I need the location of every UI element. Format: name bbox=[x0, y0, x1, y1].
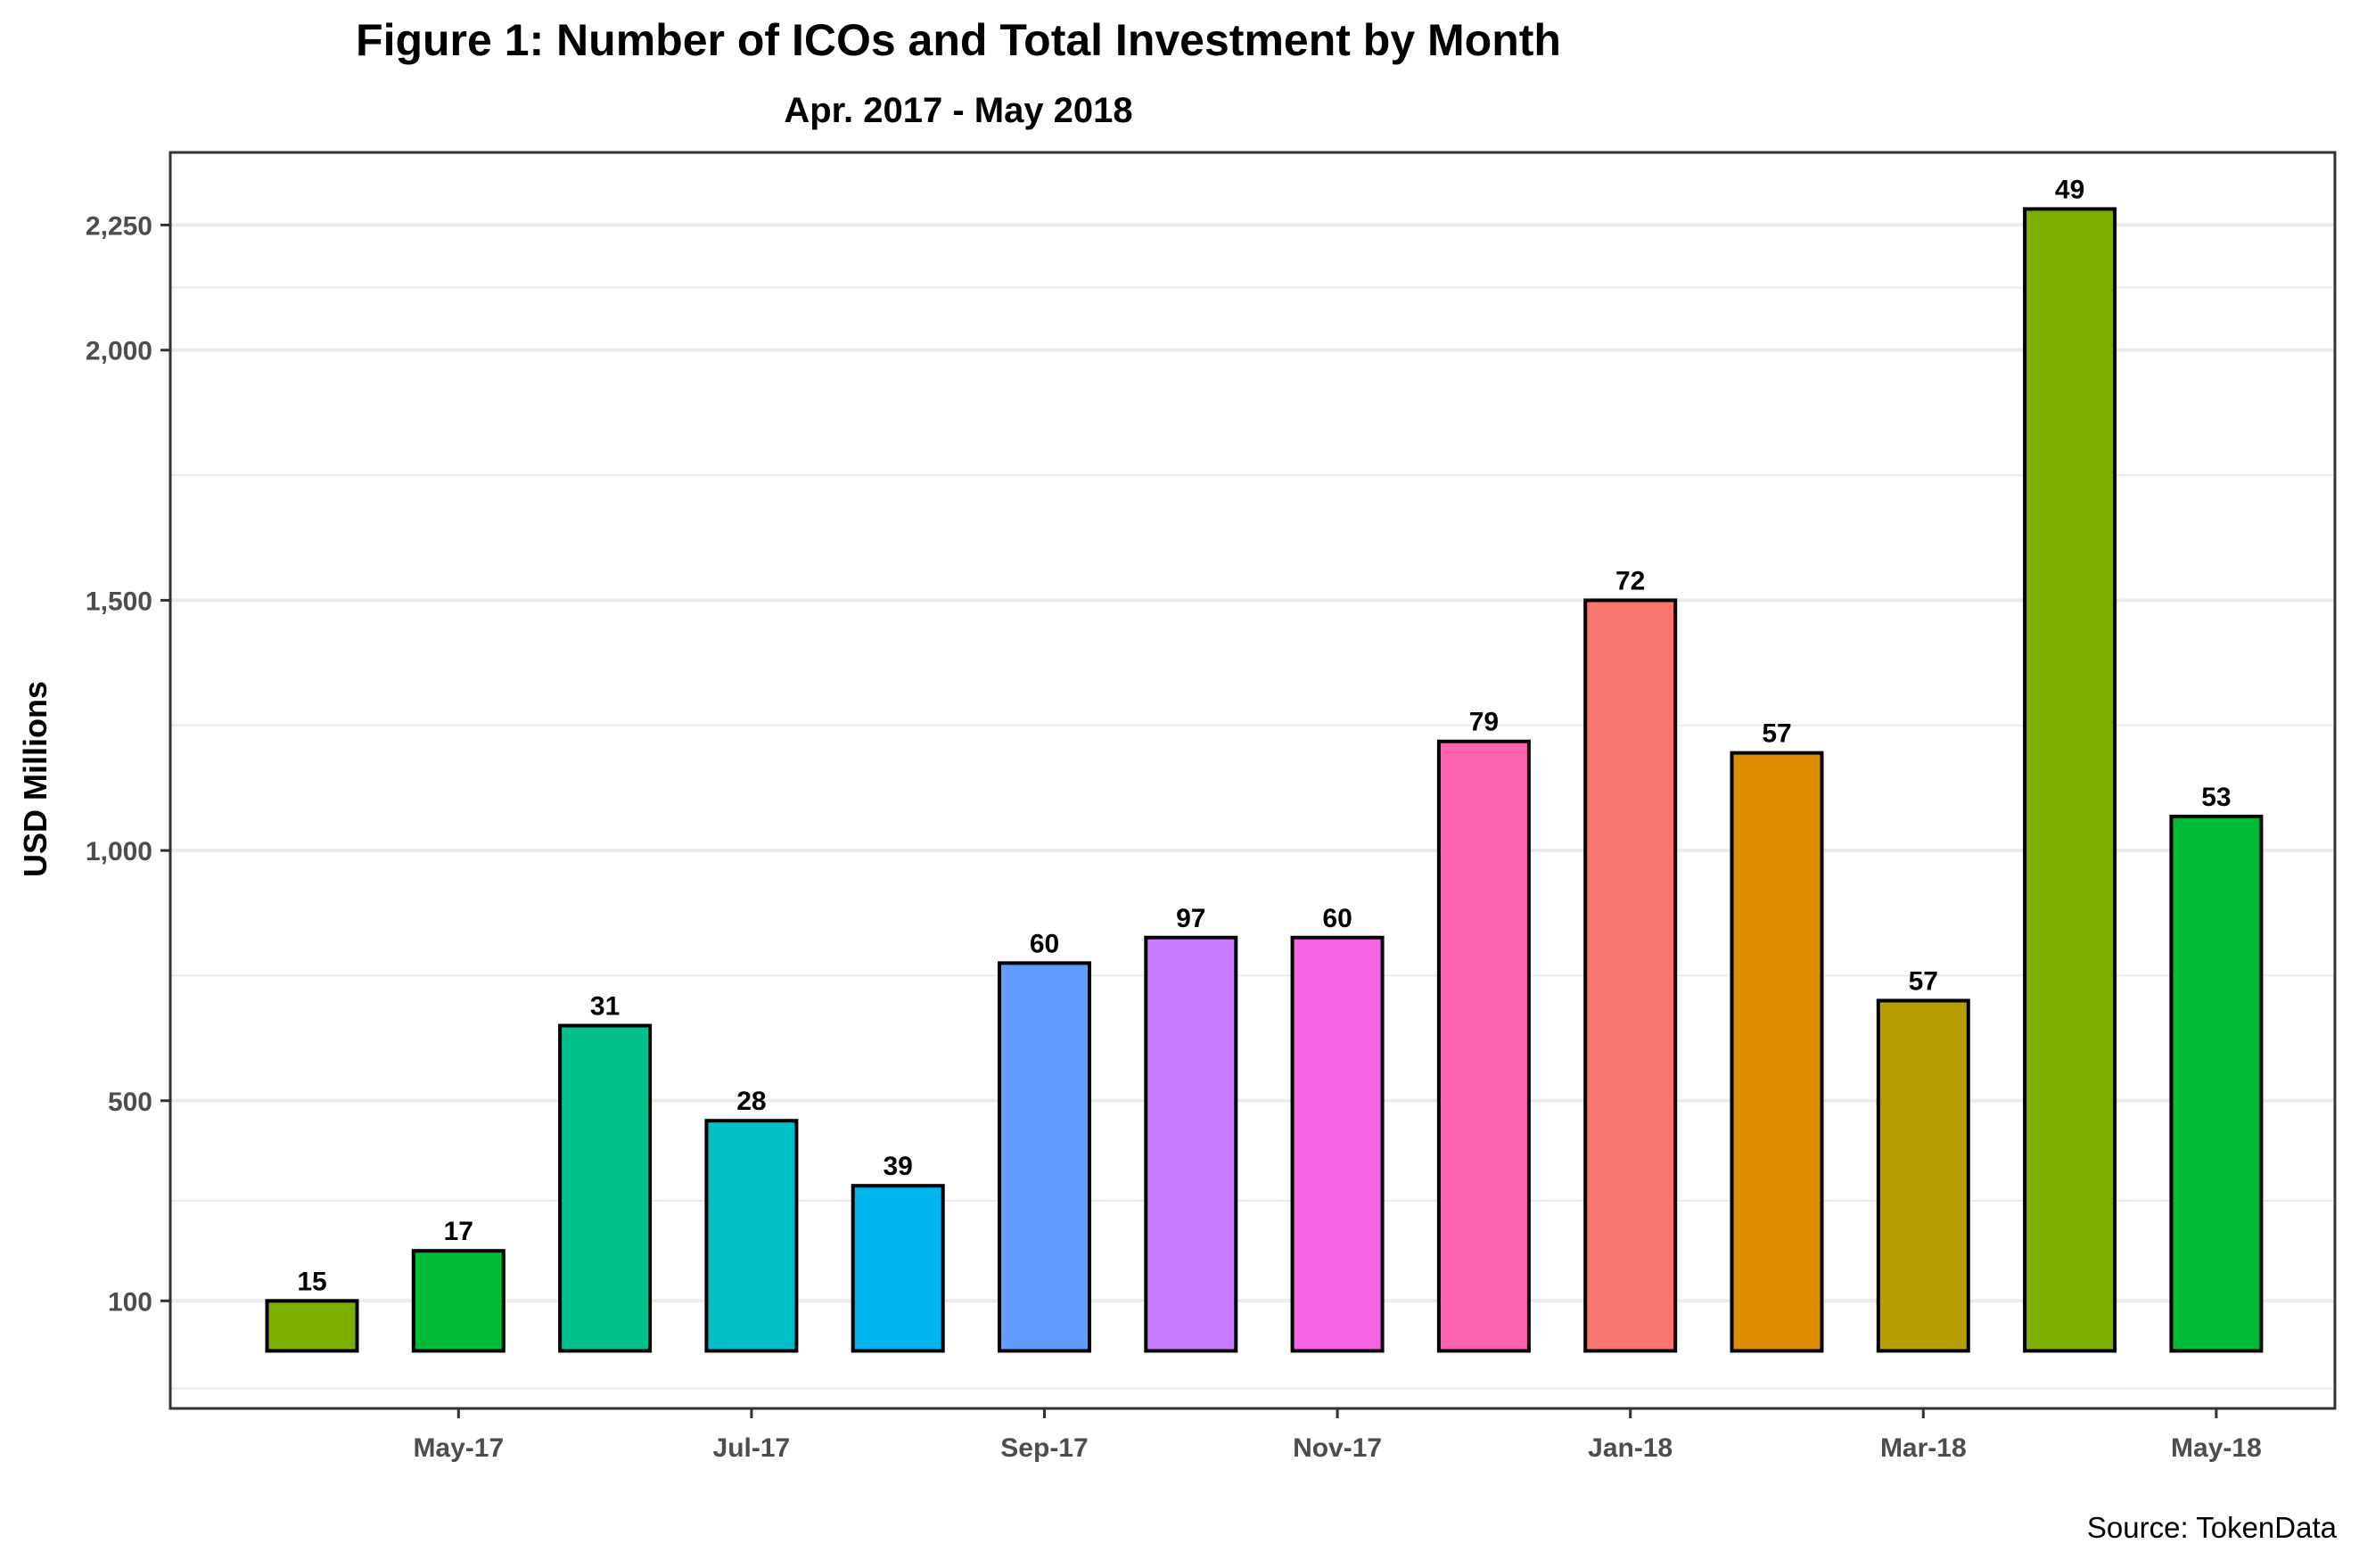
x-tick-label: Nov-17 bbox=[1293, 1433, 1382, 1463]
plot-panel-border bbox=[168, 151, 2337, 1410]
bar-jan-18 bbox=[1583, 598, 1678, 1353]
bar-label: 72 bbox=[1615, 566, 1645, 595]
bar-label: 28 bbox=[736, 1087, 766, 1116]
x-tick-label: Mar-18 bbox=[1880, 1433, 1967, 1463]
bar-apr-17 bbox=[265, 1299, 359, 1353]
bar-label: 49 bbox=[2055, 175, 2084, 204]
y-tick-label: 2,250 bbox=[86, 211, 152, 241]
bar-may-17 bbox=[411, 1249, 506, 1353]
bar-label: 31 bbox=[590, 992, 620, 1022]
y-tick-label: 1,000 bbox=[86, 837, 152, 866]
bar-jun-17 bbox=[558, 1023, 653, 1353]
chart-title: Figure 1: Number of ICOs and Total Inves… bbox=[356, 15, 1561, 65]
x-tick-label: Jan-18 bbox=[1588, 1433, 1673, 1463]
bar-may-18 bbox=[2169, 814, 2264, 1353]
bar-label: 57 bbox=[1909, 966, 1938, 996]
bar-sep-17 bbox=[998, 961, 1091, 1353]
bar-nov-17 bbox=[1290, 935, 1385, 1353]
bar-aug-17 bbox=[851, 1184, 945, 1353]
bar-label: 15 bbox=[297, 1267, 326, 1296]
source-caption: Source: TokenData bbox=[2087, 1511, 2338, 1544]
y-tick-label: 1,500 bbox=[86, 587, 152, 616]
x-tick-label: Jul-17 bbox=[713, 1433, 791, 1463]
bar-label: 79 bbox=[1469, 708, 1499, 737]
bar-mar-18 bbox=[1876, 998, 1970, 1353]
bar-jul-17 bbox=[704, 1119, 799, 1353]
x-axis: May-17 Jul-17 Sep-17 Nov-17 Jan-18 Mar-18 May-… bbox=[413, 1408, 2262, 1463]
bar-label: 60 bbox=[1030, 929, 1059, 958]
y-tick-label: 500 bbox=[108, 1088, 152, 1117]
bar-apr-18 bbox=[2023, 207, 2117, 1353]
x-tick-label: May-17 bbox=[413, 1433, 504, 1463]
y-axis: 100 500 1,000 1,500 2,000 2,250 bbox=[86, 211, 170, 1317]
bar-oct-17 bbox=[1144, 935, 1238, 1353]
bar-labels: 15 17 31 28 39 60 97 60 79 72 57 57 49 53 bbox=[297, 175, 2231, 1296]
grid-lines bbox=[170, 223, 2335, 1390]
bar-label: 39 bbox=[884, 1152, 913, 1181]
bars bbox=[265, 207, 2264, 1353]
x-tick-label: May-18 bbox=[2171, 1433, 2262, 1463]
bar-label: 17 bbox=[444, 1217, 473, 1246]
y-axis-title: USD Millions bbox=[17, 681, 53, 877]
bar-label: 57 bbox=[1762, 719, 1791, 749]
y-tick-label: 2,000 bbox=[86, 337, 152, 366]
bar-label: 97 bbox=[1176, 904, 1205, 933]
x-tick-label: Sep-17 bbox=[1000, 1433, 1088, 1463]
bar-label: 60 bbox=[1322, 904, 1352, 933]
chart-subtitle: Apr. 2017 - May 2018 bbox=[784, 91, 1132, 130]
bar-feb-18 bbox=[1730, 751, 1824, 1353]
bar-dec-17 bbox=[1436, 739, 1531, 1353]
bar-label: 53 bbox=[2201, 783, 2231, 812]
y-tick-label: 100 bbox=[108, 1287, 152, 1317]
